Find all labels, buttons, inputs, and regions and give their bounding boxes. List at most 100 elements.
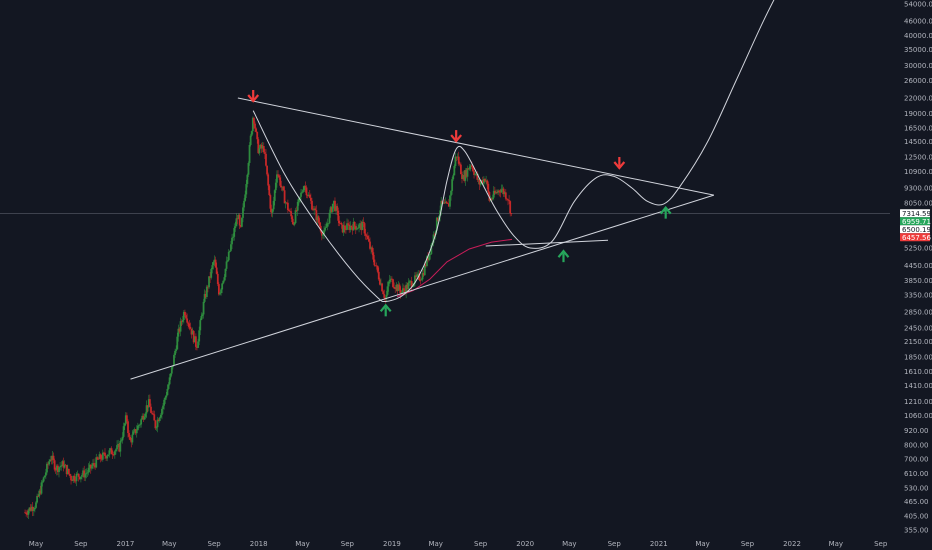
candle-body <box>47 463 49 465</box>
candle-body <box>337 210 340 221</box>
candle-body <box>136 425 139 431</box>
candle-body <box>261 146 264 149</box>
candle-body <box>253 117 255 124</box>
candle-body <box>485 180 487 182</box>
support-trendline[interactable] <box>130 194 715 380</box>
price-tick-label: 530.00 <box>904 485 929 493</box>
candle-body <box>332 200 335 204</box>
candle-body <box>24 512 26 514</box>
candle-body <box>323 230 325 235</box>
candle-body <box>42 477 45 482</box>
candle-body <box>365 235 368 237</box>
candle-body <box>73 475 76 481</box>
candle-body <box>387 281 390 287</box>
candle-body <box>458 163 461 165</box>
candle-body <box>428 254 431 261</box>
trendlines-layer[interactable] <box>130 97 715 380</box>
candle-body <box>223 277 226 281</box>
price-tag-label: 6457.56 <box>902 234 931 242</box>
candle-body <box>158 417 161 421</box>
candle-body <box>122 426 125 437</box>
candle-body <box>422 272 425 276</box>
candle-body <box>95 457 98 468</box>
price-tick-label: 14500.00 <box>904 138 932 146</box>
price-tick-label: 3850.00 <box>904 277 932 285</box>
candle-body <box>407 282 410 289</box>
candle-body <box>175 349 178 351</box>
candle-body <box>199 320 202 331</box>
candle-body <box>196 346 198 348</box>
down-arrow-icon[interactable] <box>613 157 626 170</box>
candle-body <box>139 424 141 426</box>
candle-body <box>291 216 294 223</box>
candle-body <box>342 225 345 233</box>
price-tick-label: 30000.00 <box>904 62 932 70</box>
candle-body <box>474 173 477 175</box>
moving-average-layer <box>396 238 513 298</box>
candle-body <box>426 256 428 266</box>
candle-body <box>296 201 299 211</box>
short-support-trendline[interactable] <box>485 239 609 247</box>
candle-body <box>499 191 502 193</box>
candle-body <box>191 330 194 335</box>
price-tick-label: 1210.00 <box>904 398 932 406</box>
projection-curve[interactable] <box>252 0 786 303</box>
candle-body <box>188 323 191 327</box>
candle-body <box>336 206 339 211</box>
candle-body <box>420 279 423 281</box>
candle-body <box>443 202 446 204</box>
price-tick-label: 800.00 <box>904 441 929 449</box>
candle-body <box>493 190 496 194</box>
candle-body <box>414 275 416 284</box>
resistance-trendline[interactable] <box>237 97 714 196</box>
candle-body <box>277 174 279 176</box>
candle-body <box>208 276 210 288</box>
candle-body <box>104 452 106 456</box>
candle-body <box>509 201 512 214</box>
time-tick-label: 2021 <box>650 540 668 548</box>
projection-curve-layer[interactable] <box>252 0 786 303</box>
down-arrow-icon[interactable] <box>450 130 463 143</box>
candle-body <box>406 284 409 289</box>
candle-body <box>169 373 172 378</box>
candle-body <box>46 463 48 473</box>
price-axis[interactable]: 54000.00 46000.00 40000.00 35000.00 30000.00… <box>904 1 932 535</box>
time-tick-label: Sep <box>874 540 888 548</box>
candle-body <box>52 455 55 461</box>
candle-body <box>381 283 383 292</box>
candle-body <box>453 165 456 176</box>
time-tick-label: 2022 <box>783 540 801 548</box>
candle-body <box>121 436 124 441</box>
candle-body <box>247 162 250 175</box>
candle-body <box>399 289 402 294</box>
candle-body <box>317 216 320 223</box>
candle-body <box>304 186 307 188</box>
candle-body <box>373 259 376 266</box>
down-arrow-icon[interactable] <box>247 90 260 103</box>
candle-body <box>312 209 314 211</box>
candle-body <box>442 202 445 204</box>
candle-body <box>89 464 92 469</box>
candle-body <box>290 211 293 217</box>
candle-body <box>293 223 296 225</box>
candle-body <box>115 449 117 452</box>
up-arrow-icon[interactable] <box>557 249 570 263</box>
candle-body <box>190 328 193 335</box>
candle-body <box>147 399 150 408</box>
candle-body <box>418 273 421 281</box>
candle-body <box>57 465 59 473</box>
candle-body <box>492 190 495 198</box>
arrows-layer[interactable] <box>247 90 672 317</box>
candle-body <box>110 448 113 455</box>
up-arrow-icon[interactable] <box>659 205 672 219</box>
up-arrow-icon[interactable] <box>379 303 392 317</box>
candle-body <box>96 457 99 459</box>
candle-body <box>364 233 367 236</box>
candle-body <box>416 274 419 277</box>
candle-body <box>301 191 304 193</box>
candle-body <box>343 225 346 230</box>
candle-body <box>194 336 197 347</box>
time-tick-label: 2017 <box>117 540 135 548</box>
time-axis[interactable]: May Sep 2017 May Sep 2018 May Sep 2019 May Sep 2020… <box>29 540 888 548</box>
